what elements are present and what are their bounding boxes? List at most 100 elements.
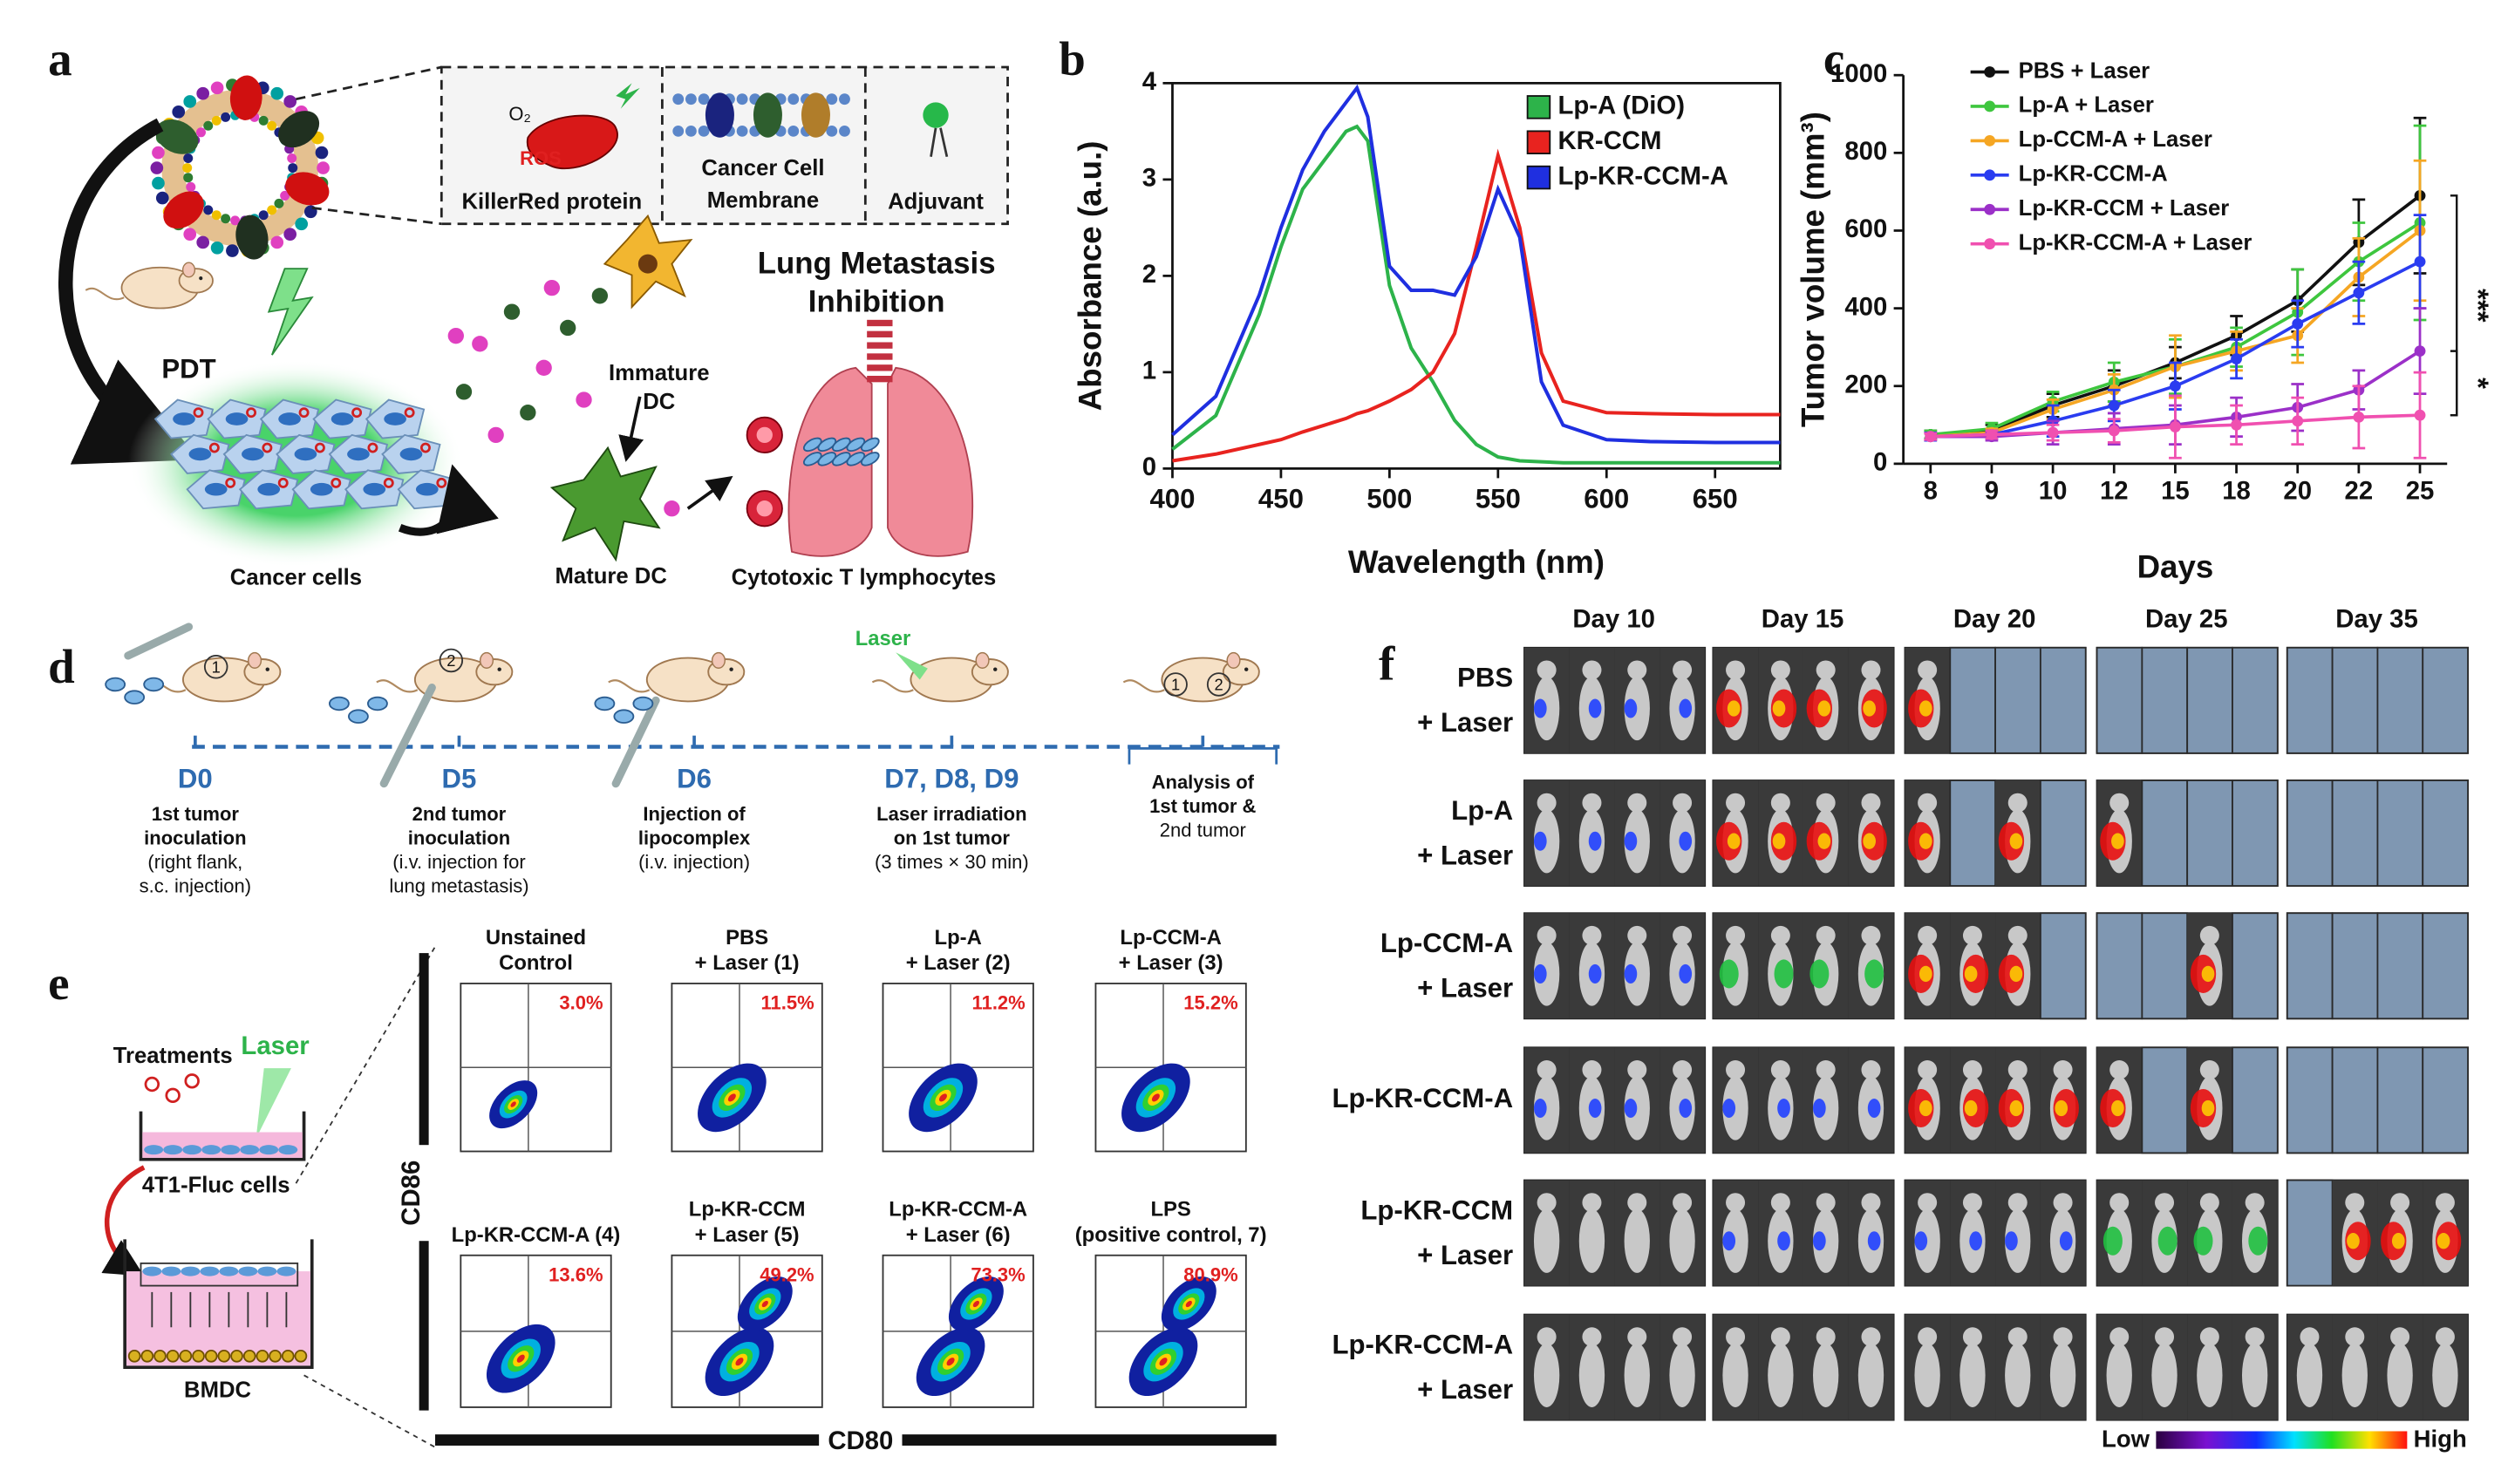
bilayer-head	[672, 93, 685, 106]
mouse-silhouette	[1673, 1327, 1693, 1347]
mouse-silhouette	[1537, 1193, 1557, 1213]
well-medium	[142, 1132, 303, 1158]
cell-nucleus	[242, 447, 264, 461]
signal	[1588, 963, 1602, 984]
lipid-head	[258, 210, 269, 221]
mature-dc-label: Mature DC	[555, 564, 667, 589]
metastasis	[860, 437, 880, 453]
mouse-silhouette	[2197, 1343, 2223, 1407]
lipid-head	[283, 228, 297, 242]
step-description: on 1st tumor	[894, 827, 1011, 849]
mouse-silhouette	[1962, 925, 1982, 945]
lipocomplex	[314, 442, 325, 453]
x-tick-label: 450	[1258, 483, 1304, 514]
empty-slot	[2286, 1179, 2334, 1287]
lipid-head	[186, 181, 196, 192]
cell-nucleus	[257, 482, 281, 496]
mouse-silhouette	[2053, 1059, 2073, 1079]
step-description: Injection of	[643, 803, 746, 825]
data-point	[2231, 419, 2242, 431]
mouse-illustration	[376, 651, 514, 703]
lipid-head	[172, 105, 186, 119]
lung-label: Lung Metastasis	[758, 247, 996, 281]
step-description: Laser irradiation	[876, 803, 1026, 825]
bmdc-cell	[166, 1349, 180, 1363]
mouse-silhouette	[2109, 1327, 2130, 1347]
bmdc-cell	[256, 1349, 269, 1363]
mouse-silhouette	[1537, 925, 1557, 945]
cell-icon	[201, 1145, 221, 1155]
site-marker	[439, 648, 464, 673]
bmdc-cell	[281, 1349, 295, 1363]
plot-title: Lp-CCM-A	[1120, 926, 1221, 950]
metastasis	[831, 452, 851, 466]
lipid-head	[287, 153, 297, 163]
mouse-illustration	[85, 262, 214, 310]
signal	[2009, 833, 2023, 849]
plot-title: Lp-A	[935, 926, 982, 950]
density	[1159, 1358, 1168, 1366]
mouse-silhouette	[1582, 925, 1602, 945]
signal	[1867, 1098, 1881, 1119]
empty-slot	[2141, 779, 2189, 887]
signal	[1918, 833, 1932, 849]
trachea-ring	[867, 364, 893, 371]
mouse-silhouette	[1813, 1343, 1839, 1407]
empty-slot	[1949, 779, 1997, 887]
group-label: Lp-A	[1451, 795, 1513, 826]
laser-label: Laser	[855, 627, 911, 650]
group-label: Lp-KR-CCM	[1360, 1195, 1513, 1225]
percent-label: 15.2%	[1183, 992, 1237, 1014]
site-marker	[203, 655, 228, 679]
mouse-silhouette	[1669, 1343, 1695, 1407]
lipid-head	[274, 198, 284, 208]
data-point	[2353, 411, 2365, 423]
bilayer-head	[787, 93, 800, 106]
antigen-dot	[535, 359, 552, 377]
mouse-silhouette	[1673, 660, 1693, 680]
plot-title: + Laser (5)	[695, 1223, 800, 1247]
metastasis	[846, 452, 866, 466]
mouse-silhouette	[1537, 1059, 1557, 1079]
series-line	[1171, 124, 1781, 465]
bmdc-cell	[294, 1349, 308, 1363]
lipid-head	[196, 86, 210, 100]
group-label: + Laser	[1417, 973, 1513, 1004]
mouse-silhouette	[1537, 1327, 1557, 1347]
signal	[1863, 700, 1876, 717]
cell-icon	[161, 1266, 181, 1276]
scale-high: High	[2414, 1426, 2467, 1453]
step-description: lung metastasis)	[389, 875, 528, 897]
percent-label: 3.0%	[559, 992, 603, 1014]
group-label: + Laser	[1417, 1374, 1513, 1405]
bmdc-cell	[269, 1349, 282, 1363]
lipid-head	[315, 146, 329, 160]
immature-dc-label: Immature	[609, 361, 710, 385]
step-description: 2nd tumor	[412, 803, 507, 825]
antigen-dot	[487, 426, 504, 444]
x-axis-label: Wavelength (nm)	[1348, 544, 1605, 580]
cell-nucleus	[415, 482, 439, 496]
arrow	[618, 396, 644, 462]
series-line	[1171, 84, 1781, 445]
cell-icon	[221, 1145, 241, 1155]
mouse-silhouette	[1770, 1193, 1790, 1213]
laser-beam	[896, 652, 928, 680]
trachea-ring	[867, 353, 893, 360]
signal	[1624, 1098, 1638, 1119]
empty-slot	[2232, 646, 2279, 754]
metastasis	[817, 437, 837, 453]
metastasis	[846, 437, 866, 453]
lipid-head	[230, 215, 241, 226]
cell-nucleus	[331, 412, 354, 425]
data-point	[2169, 380, 2181, 392]
plot-title: LPS	[1150, 1198, 1190, 1222]
x-axis-label: CD80	[828, 1426, 893, 1455]
legend-label: Lp-CCM-A + Laser	[2019, 127, 2212, 152]
mouse-silhouette	[1770, 1059, 1790, 1079]
lipocomplex	[420, 442, 431, 453]
empty-slot	[2096, 646, 2143, 754]
cell-icon	[367, 696, 388, 711]
day-label: Day 10	[1572, 604, 1655, 633]
